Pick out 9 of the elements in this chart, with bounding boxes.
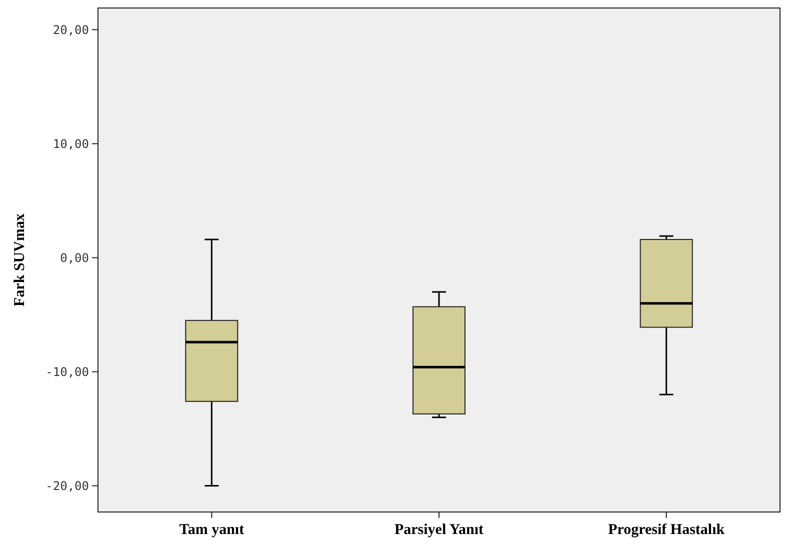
y-tick-label: 20,00: [52, 22, 89, 37]
y-tick-label: 10,00: [52, 136, 89, 151]
y-tick-label: -10,00: [46, 364, 89, 379]
y-tick-label: 0,00: [60, 250, 89, 265]
y-tick-label: -20,00: [46, 478, 89, 493]
x-tick-label: Tam yanıt: [179, 522, 244, 538]
x-tick-label: Progresif Hastalık: [608, 522, 726, 538]
y-axis-title: Fark SUVmax: [12, 213, 28, 306]
x-tick-label: Parsiyel Yanıt: [394, 522, 484, 538]
